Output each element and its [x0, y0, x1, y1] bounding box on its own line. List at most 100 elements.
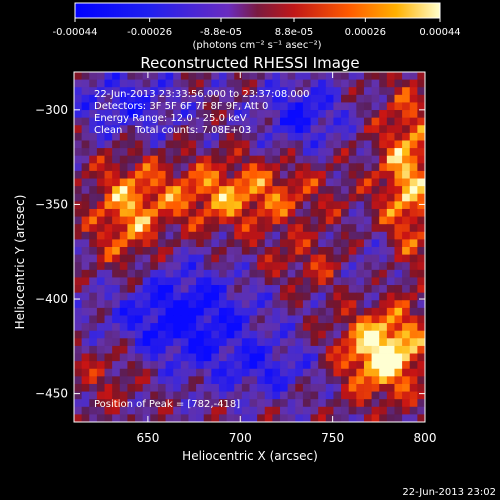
heatmap-cell	[196, 102, 205, 111]
heatmap-cell	[310, 345, 319, 354]
heatmap-cell	[211, 117, 220, 126]
heatmap-cell	[127, 140, 136, 149]
heatmap-cell	[348, 330, 357, 339]
heatmap-cell	[203, 399, 212, 408]
heatmap-cell	[272, 376, 281, 385]
heatmap-cell	[150, 383, 159, 392]
heatmap-cell	[249, 323, 258, 332]
timestamp: 22-Jun-2013 23:02	[402, 487, 496, 498]
heatmap-cell	[341, 193, 350, 202]
heatmap-cell	[142, 193, 151, 202]
heatmap-cell	[218, 170, 228, 179]
heatmap-cell	[386, 132, 395, 141]
heatmap-cell	[341, 155, 350, 164]
heatmap-cell	[96, 140, 105, 149]
heatmap-cell	[81, 399, 90, 408]
heatmap-cell	[150, 247, 159, 256]
heatmap-cell	[211, 94, 220, 103]
heatmap-cell	[295, 391, 304, 400]
heatmap-cell	[333, 376, 342, 385]
heatmap-cell	[402, 353, 411, 362]
heatmap-cell	[196, 117, 205, 126]
heatmap-cell	[272, 231, 281, 240]
heatmap-cell	[280, 406, 289, 415]
heatmap-cell	[310, 323, 319, 332]
heatmap-cell	[409, 125, 418, 134]
heatmap-cell	[127, 368, 136, 377]
heatmap-cell	[104, 254, 113, 263]
heatmap-cell	[119, 277, 128, 286]
heatmap-cell	[417, 216, 425, 225]
heatmap-cell	[257, 94, 266, 103]
heatmap-cell	[249, 148, 258, 157]
heatmap-cell	[318, 254, 327, 263]
heatmap-cell	[394, 239, 403, 248]
heatmap-cell	[241, 323, 250, 332]
heatmap-cell	[218, 262, 228, 271]
heatmap-cell	[386, 353, 395, 362]
heatmap-cell	[188, 323, 197, 332]
heatmap-cell	[348, 247, 357, 256]
heatmap-cell	[112, 338, 121, 347]
heatmap-cell	[379, 285, 388, 294]
heatmap-cell	[325, 117, 334, 126]
heatmap-cell	[234, 315, 243, 324]
heatmap-cell	[356, 208, 365, 217]
heatmap-cell	[96, 285, 105, 294]
heatmap-cell	[257, 148, 266, 157]
heatmap-cell	[241, 72, 250, 81]
heatmap-cell	[310, 315, 319, 324]
heatmap-cell	[333, 110, 342, 119]
heatmap-cell	[218, 79, 228, 88]
heatmap-cell	[379, 186, 388, 195]
heatmap-cell	[135, 406, 144, 415]
heatmap-cell	[188, 300, 197, 309]
heatmap-cell	[157, 361, 166, 370]
heatmap-cell	[104, 132, 113, 141]
heatmap-cell	[371, 307, 380, 316]
heatmap-cell	[89, 254, 98, 263]
heatmap-cell	[341, 201, 350, 210]
heatmap-cell	[356, 140, 365, 149]
heatmap-cell	[96, 148, 105, 157]
heatmap-cell	[150, 155, 159, 164]
heatmap-cell	[119, 307, 128, 316]
heatmap-cell	[409, 140, 418, 149]
heatmap-cell	[348, 140, 357, 149]
heatmap-cell	[180, 186, 189, 195]
heatmap-cell	[310, 376, 319, 385]
heatmap-cell	[196, 186, 205, 195]
heatmap-cell	[180, 208, 189, 217]
heatmap-cell	[310, 94, 319, 103]
heatmap-cell	[264, 247, 273, 256]
heatmap-cell	[287, 186, 296, 195]
heatmap-cell	[165, 262, 174, 271]
heatmap-cell	[234, 399, 243, 408]
heatmap-cell	[234, 79, 243, 88]
heatmap-cell	[363, 79, 372, 88]
heatmap-cell	[180, 155, 189, 164]
heatmap-cell	[218, 87, 228, 96]
heatmap-cell	[302, 277, 311, 286]
heatmap-cell	[417, 94, 425, 103]
heatmap-cell	[379, 277, 388, 286]
heatmap-cell	[249, 391, 258, 400]
heatmap-cell	[402, 140, 411, 149]
heatmap-cell	[302, 72, 311, 81]
heatmap-cell	[249, 216, 258, 225]
heatmap-cell	[272, 87, 281, 96]
heatmap-cell	[341, 239, 350, 248]
heatmap-cell	[203, 239, 212, 248]
heatmap-cell	[264, 262, 273, 271]
heatmap-cell	[409, 353, 418, 362]
heatmap-cell	[257, 155, 266, 164]
heatmap-cell	[226, 163, 235, 172]
heatmap-cell	[379, 178, 388, 187]
heatmap-cell	[409, 345, 418, 354]
heatmap-cell	[287, 254, 296, 263]
heatmap-cell	[135, 391, 144, 400]
heatmap-cell	[272, 155, 281, 164]
heatmap-cell	[89, 125, 98, 134]
heatmap-cell	[74, 338, 83, 347]
heatmap-cell	[356, 262, 365, 271]
